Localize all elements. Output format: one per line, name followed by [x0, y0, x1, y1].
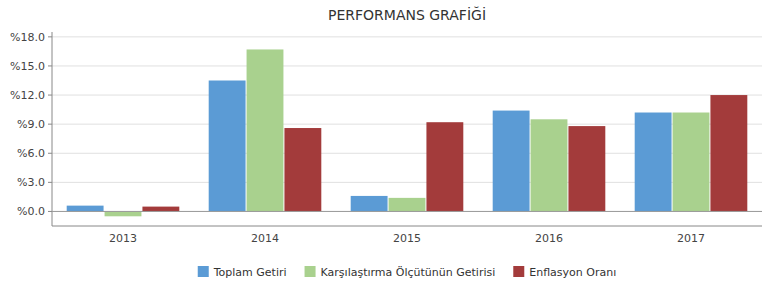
bar — [568, 126, 605, 211]
category-label: 2014 — [251, 232, 279, 245]
category-label: 2015 — [393, 232, 421, 245]
tick-label: %3.0 — [17, 176, 45, 189]
bar — [389, 198, 426, 212]
bar — [142, 207, 179, 212]
bar — [673, 113, 710, 212]
x-axis: 2013 2014 2015 2016 2017 — [109, 232, 705, 245]
legend-swatch — [305, 266, 316, 277]
zero-line — [52, 211, 762, 212]
legend-label: Toplam Getiri — [213, 266, 287, 279]
grid-line — [52, 65, 762, 66]
legend-swatch — [198, 266, 209, 277]
bar — [67, 206, 104, 212]
legend-swatch — [513, 266, 524, 277]
legend-item: Karşılaştırma Ölçütünün Getirisi — [305, 266, 496, 279]
grid-line — [52, 211, 762, 212]
bar — [426, 122, 463, 211]
bar — [531, 119, 568, 211]
tick-mark — [48, 36, 52, 37]
category-label: 2016 — [535, 232, 563, 245]
y-axis-line — [52, 32, 53, 226]
title: PERFORMANS GRAFİĞİ — [328, 6, 486, 23]
bars — [67, 49, 748, 216]
tick-mark — [48, 211, 52, 212]
tick-label: %18.0 — [10, 31, 45, 44]
tick-mark — [48, 153, 52, 154]
bar — [493, 111, 530, 212]
bar — [284, 128, 321, 211]
bar — [247, 49, 284, 211]
legend-label: Enflasyon Oranı — [529, 266, 616, 279]
legend-label: Karşılaştırma Ölçütünün Getirisi — [321, 266, 496, 279]
legend: Toplam Getiri Karşılaştırma Ölçütünün Get… — [198, 266, 617, 279]
bar — [209, 81, 246, 212]
category-label: 2017 — [677, 232, 705, 245]
y-axis: %0.0 %3.0 %6.0 %9.0 %12.0 %15.0 %18.0 — [10, 31, 762, 219]
tick-label: %12.0 — [10, 89, 45, 102]
grid-line — [52, 36, 762, 37]
bar — [351, 196, 388, 212]
chart-container: PERFORMANS GRAFİĞİ %0.0 %3.0 %6.0 %9.0 %12.0%… — [0, 0, 774, 288]
tick-label: %9.0 — [17, 118, 45, 131]
category-label: 2013 — [109, 232, 137, 245]
tick-mark — [48, 124, 52, 125]
tick-mark — [48, 95, 52, 96]
bar — [635, 113, 672, 212]
x-axis-line — [52, 226, 762, 227]
chart: PERFORMANS GRAFİĞİ %0.0 %3.0 %6.0 %9.0 %12.0%… — [0, 0, 774, 288]
tick-mark — [48, 182, 52, 183]
legend-item: Toplam Getiri — [198, 266, 287, 279]
tick-label: %0.0 — [17, 205, 45, 218]
tick-label: %15.0 — [10, 60, 45, 73]
tick-mark — [48, 65, 52, 66]
legend-item: Enflasyon Oranı — [513, 266, 616, 279]
bar — [710, 95, 747, 211]
tick-label: %6.0 — [17, 147, 45, 160]
grid-line — [52, 95, 762, 96]
bar — [105, 211, 142, 216]
